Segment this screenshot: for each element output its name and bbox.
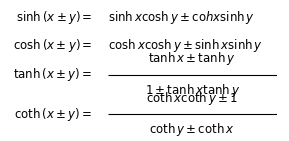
Text: $\coth x\coth y \pm 1$: $\coth x\coth y \pm 1$	[146, 90, 238, 107]
Text: $\cosh\left(x \pm y\right)=$: $\cosh\left(x \pm y\right)=$	[13, 37, 92, 54]
Text: $\coth\left(x \pm y\right)=$: $\coth\left(x \pm y\right)=$	[14, 106, 92, 123]
Text: $\sinh x\cosh y \pm \mathrm{co}hx\sinh y$: $\sinh x\cosh y \pm \mathrm{co}hx\sinh y…	[108, 9, 255, 26]
Text: $\tanh\left(x \pm y\right)=$: $\tanh\left(x \pm y\right)=$	[13, 66, 92, 83]
Text: $\tanh x \pm \tanh y$: $\tanh x \pm \tanh y$	[149, 50, 236, 67]
Text: $\sinh\left(x \pm y\right)=$: $\sinh\left(x \pm y\right)=$	[16, 9, 92, 26]
Text: $\cosh x\cosh y \pm \sinh x\sinh y$: $\cosh x\cosh y \pm \sinh x\sinh y$	[108, 37, 263, 54]
Text: $\coth y \pm \coth x$: $\coth y \pm \coth x$	[149, 121, 235, 138]
Text: $1 \pm \tanh x\tanh y$: $1 \pm \tanh x\tanh y$	[145, 82, 240, 99]
